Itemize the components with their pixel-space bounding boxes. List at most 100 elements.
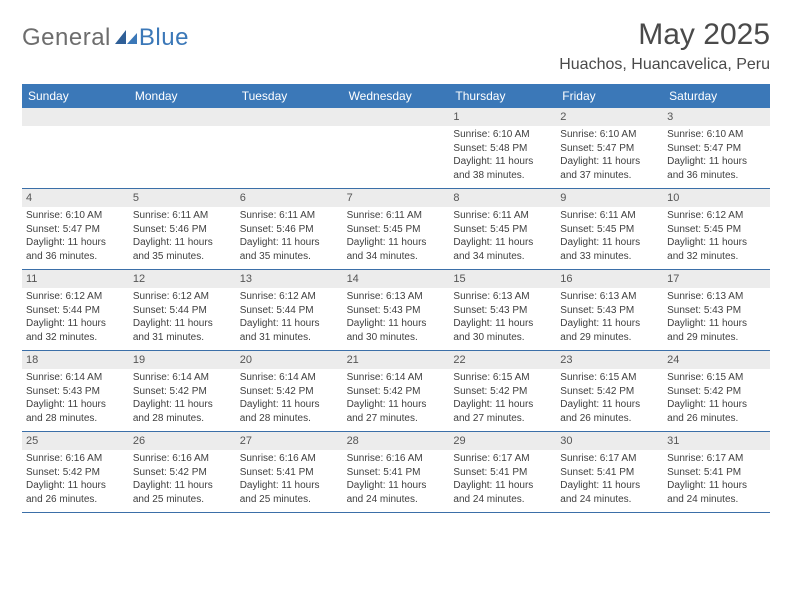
dayname-monday: Monday [129, 84, 236, 108]
weeks-container: 1Sunrise: 6:10 AMSunset: 5:48 PMDaylight… [22, 108, 770, 513]
day-cell: 1Sunrise: 6:10 AMSunset: 5:48 PMDaylight… [449, 108, 556, 188]
sunrise-text: Sunrise: 6:16 AM [133, 452, 232, 466]
day-cell: 5Sunrise: 6:11 AMSunset: 5:46 PMDaylight… [129, 189, 236, 269]
sunset-text: Sunset: 5:41 PM [240, 466, 339, 480]
day-cell [129, 108, 236, 188]
sunset-text: Sunset: 5:47 PM [560, 142, 659, 156]
day-number: 10 [663, 189, 770, 207]
brand-word-1: General [22, 24, 111, 52]
day-cell: 8Sunrise: 6:11 AMSunset: 5:45 PMDaylight… [449, 189, 556, 269]
brand-sail-icon [115, 30, 137, 46]
day-number: 23 [556, 351, 663, 369]
sunset-text: Sunset: 5:43 PM [667, 304, 766, 318]
daylight-text: Daylight: 11 hours and 26 minutes. [560, 398, 659, 425]
sunset-text: Sunset: 5:47 PM [26, 223, 125, 237]
sunrise-text: Sunrise: 6:16 AM [26, 452, 125, 466]
sunrise-text: Sunrise: 6:11 AM [453, 209, 552, 223]
day-number: 26 [129, 432, 236, 450]
daylight-text: Daylight: 11 hours and 32 minutes. [26, 317, 125, 344]
daylight-text: Daylight: 11 hours and 25 minutes. [240, 479, 339, 506]
sunrise-text: Sunrise: 6:17 AM [453, 452, 552, 466]
dayname-thursday: Thursday [449, 84, 556, 108]
sunrise-text: Sunrise: 6:14 AM [133, 371, 232, 385]
sunset-text: Sunset: 5:45 PM [560, 223, 659, 237]
day-number: 1 [449, 108, 556, 126]
day-number: 3 [663, 108, 770, 126]
sunset-text: Sunset: 5:41 PM [560, 466, 659, 480]
week-row: 11Sunrise: 6:12 AMSunset: 5:44 PMDayligh… [22, 270, 770, 351]
dayname-sunday: Sunday [22, 84, 129, 108]
day-cell: 11Sunrise: 6:12 AMSunset: 5:44 PMDayligh… [22, 270, 129, 350]
day-cell: 10Sunrise: 6:12 AMSunset: 5:45 PMDayligh… [663, 189, 770, 269]
sunrise-text: Sunrise: 6:14 AM [26, 371, 125, 385]
sunset-text: Sunset: 5:42 PM [240, 385, 339, 399]
sunset-text: Sunset: 5:42 PM [453, 385, 552, 399]
day-cell: 25Sunrise: 6:16 AMSunset: 5:42 PMDayligh… [22, 432, 129, 512]
day-number: 16 [556, 270, 663, 288]
day-cell: 21Sunrise: 6:14 AMSunset: 5:42 PMDayligh… [343, 351, 450, 431]
dayname-saturday: Saturday [663, 84, 770, 108]
sunset-text: Sunset: 5:41 PM [667, 466, 766, 480]
sunset-text: Sunset: 5:44 PM [240, 304, 339, 318]
daylight-text: Daylight: 11 hours and 26 minutes. [26, 479, 125, 506]
sunrise-text: Sunrise: 6:11 AM [347, 209, 446, 223]
day-number: 5 [129, 189, 236, 207]
daylight-text: Daylight: 11 hours and 29 minutes. [667, 317, 766, 344]
day-number: 9 [556, 189, 663, 207]
day-number: 8 [449, 189, 556, 207]
day-number [22, 108, 129, 126]
sunrise-text: Sunrise: 6:13 AM [347, 290, 446, 304]
day-cell: 2Sunrise: 6:10 AMSunset: 5:47 PMDaylight… [556, 108, 663, 188]
week-row: 1Sunrise: 6:10 AMSunset: 5:48 PMDaylight… [22, 108, 770, 189]
sunset-text: Sunset: 5:46 PM [133, 223, 232, 237]
day-cell: 20Sunrise: 6:14 AMSunset: 5:42 PMDayligh… [236, 351, 343, 431]
sunrise-text: Sunrise: 6:10 AM [667, 128, 766, 142]
daylight-text: Daylight: 11 hours and 28 minutes. [133, 398, 232, 425]
day-number: 11 [22, 270, 129, 288]
day-number: 27 [236, 432, 343, 450]
sunset-text: Sunset: 5:42 PM [347, 385, 446, 399]
day-number: 25 [22, 432, 129, 450]
daylight-text: Daylight: 11 hours and 36 minutes. [667, 155, 766, 182]
month-title: May 2025 [559, 18, 770, 52]
daylight-text: Daylight: 11 hours and 27 minutes. [347, 398, 446, 425]
daylight-text: Daylight: 11 hours and 28 minutes. [240, 398, 339, 425]
header: General Blue May 2025 Huachos, Huancavel… [22, 18, 770, 74]
sunset-text: Sunset: 5:41 PM [347, 466, 446, 480]
sunrise-text: Sunrise: 6:13 AM [667, 290, 766, 304]
dayname-friday: Friday [556, 84, 663, 108]
sunrise-text: Sunrise: 6:17 AM [667, 452, 766, 466]
day-cell: 7Sunrise: 6:11 AMSunset: 5:45 PMDaylight… [343, 189, 450, 269]
day-cell: 22Sunrise: 6:15 AMSunset: 5:42 PMDayligh… [449, 351, 556, 431]
sunrise-text: Sunrise: 6:10 AM [560, 128, 659, 142]
day-cell [343, 108, 450, 188]
day-number: 29 [449, 432, 556, 450]
daylight-text: Daylight: 11 hours and 31 minutes. [240, 317, 339, 344]
sunset-text: Sunset: 5:42 PM [133, 466, 232, 480]
daylight-text: Daylight: 11 hours and 30 minutes. [347, 317, 446, 344]
sunrise-text: Sunrise: 6:16 AM [240, 452, 339, 466]
brand-word-2: Blue [139, 24, 189, 52]
day-cell: 15Sunrise: 6:13 AMSunset: 5:43 PMDayligh… [449, 270, 556, 350]
day-cell: 31Sunrise: 6:17 AMSunset: 5:41 PMDayligh… [663, 432, 770, 512]
day-cell: 29Sunrise: 6:17 AMSunset: 5:41 PMDayligh… [449, 432, 556, 512]
sunset-text: Sunset: 5:45 PM [667, 223, 766, 237]
daylight-text: Daylight: 11 hours and 38 minutes. [453, 155, 552, 182]
sunset-text: Sunset: 5:48 PM [453, 142, 552, 156]
day-number: 4 [22, 189, 129, 207]
dayname-wednesday: Wednesday [343, 84, 450, 108]
sunrise-text: Sunrise: 6:11 AM [133, 209, 232, 223]
brand-logo: General Blue [22, 24, 189, 52]
sunset-text: Sunset: 5:43 PM [347, 304, 446, 318]
sunrise-text: Sunrise: 6:11 AM [560, 209, 659, 223]
day-cell: 6Sunrise: 6:11 AMSunset: 5:46 PMDaylight… [236, 189, 343, 269]
daylight-text: Daylight: 11 hours and 29 minutes. [560, 317, 659, 344]
week-row: 4Sunrise: 6:10 AMSunset: 5:47 PMDaylight… [22, 189, 770, 270]
sunrise-text: Sunrise: 6:15 AM [560, 371, 659, 385]
day-number: 17 [663, 270, 770, 288]
sunrise-text: Sunrise: 6:12 AM [667, 209, 766, 223]
day-number: 7 [343, 189, 450, 207]
day-cell: 26Sunrise: 6:16 AMSunset: 5:42 PMDayligh… [129, 432, 236, 512]
daylight-text: Daylight: 11 hours and 26 minutes. [667, 398, 766, 425]
daylight-text: Daylight: 11 hours and 33 minutes. [560, 236, 659, 263]
